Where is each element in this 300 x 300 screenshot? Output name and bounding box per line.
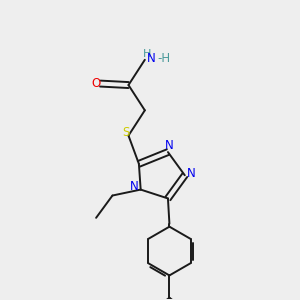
Text: N: N — [147, 52, 156, 65]
Text: N: N — [165, 139, 174, 152]
Text: H: H — [143, 50, 152, 59]
Text: -H: -H — [158, 52, 171, 65]
Text: N: N — [130, 179, 139, 193]
Text: S: S — [122, 126, 129, 139]
Text: N: N — [187, 167, 196, 180]
Text: O: O — [92, 77, 101, 90]
